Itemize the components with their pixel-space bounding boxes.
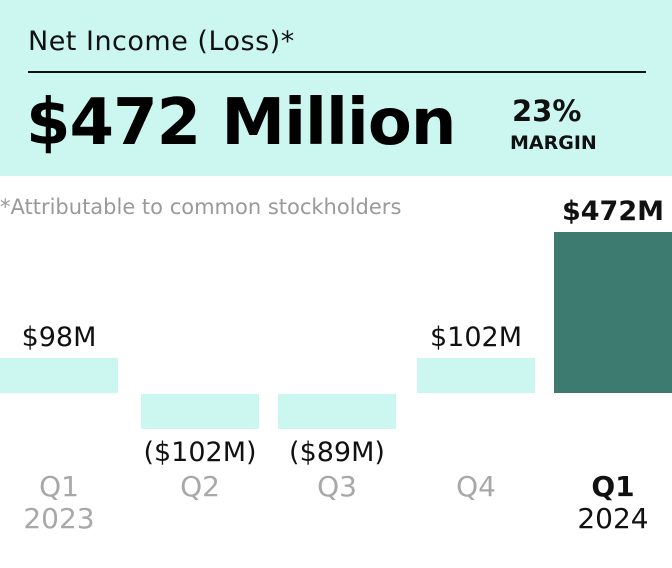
header-band: Net Income (Loss)* $472 Million 23% MARG… <box>0 0 672 176</box>
bar-4 <box>417 358 535 393</box>
x-tick-year-5: 2024 <box>577 502 648 535</box>
value-label-5: $472M <box>562 196 664 227</box>
title-divider <box>28 71 646 73</box>
x-tick-quarter-3: Q3 <box>317 470 357 503</box>
margin-label: MARGIN <box>510 132 597 154</box>
bar-5 <box>554 232 672 393</box>
footnote: *Attributable to common stockholders <box>0 195 402 219</box>
x-tick-quarter-1: Q1 <box>39 470 79 503</box>
value-label-4: $102M <box>430 322 522 353</box>
margin-percent: 23% <box>512 94 582 128</box>
x-tick-quarter-4: Q4 <box>456 470 496 503</box>
value-label-3: ($89M) <box>289 437 385 468</box>
headline-value: $472 Million <box>26 86 456 160</box>
x-tick-quarter-5: Q1 <box>591 470 634 503</box>
value-label-2: ($102M) <box>143 437 256 468</box>
bar-1 <box>0 358 118 393</box>
x-tick-year-1: 2023 <box>23 502 94 535</box>
bar-3 <box>278 394 396 429</box>
x-tick-quarter-2: Q2 <box>180 470 220 503</box>
net-income-bar-chart: $98MQ12023($102M)Q2($89M)Q3$102MQ4$472MQ… <box>0 196 672 535</box>
chart-title: Net Income (Loss)* <box>28 26 295 57</box>
value-label-1: $98M <box>22 322 97 353</box>
bar-2 <box>141 394 259 429</box>
